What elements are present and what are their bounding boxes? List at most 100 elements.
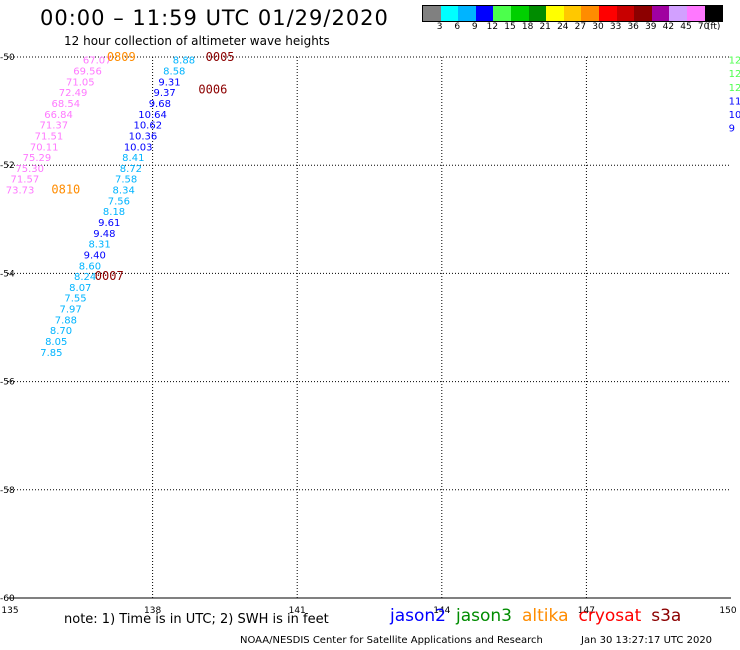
legend-swatch	[563, 6, 582, 21]
wave-height-label: 75.29	[23, 153, 52, 164]
wave-height-label: 7.88	[55, 315, 77, 326]
legend-swatch	[440, 6, 459, 21]
wave-height-label: 12	[729, 83, 740, 94]
wave-height-label: 71.51	[35, 131, 64, 142]
color-scale-legend	[422, 5, 724, 22]
legend-label: 70	[697, 22, 710, 32]
legend-label: 6	[454, 22, 461, 32]
wave-height-label: 7.85	[40, 348, 62, 359]
y-tick-label: -50	[0, 53, 15, 63]
wave-height-label: 67.07	[83, 56, 112, 67]
wave-height-label: 8.58	[163, 67, 185, 78]
legend-label: 21	[539, 22, 551, 32]
wave-height-label: 10.03	[124, 142, 153, 153]
wave-height-label: 12.	[729, 56, 740, 67]
legend-label: 36	[627, 22, 639, 32]
legend-label: 45	[680, 22, 692, 32]
legend-label: 24	[557, 22, 569, 32]
legend-label: 18	[521, 22, 534, 32]
wave-height-label: 8.88	[173, 56, 195, 67]
wave-height-label: 8.18	[103, 207, 125, 218]
wave-height-label: 9.48	[93, 229, 115, 240]
wave-height-label: 8.31	[88, 240, 110, 251]
wave-height-label: 9.68	[149, 99, 171, 110]
wave-height-label: 8.24	[74, 272, 96, 283]
legend-swatch	[598, 6, 617, 21]
wave-height-label: 71.37	[39, 121, 68, 132]
wave-height-label: 69.56	[73, 67, 102, 78]
legend-label: 39	[645, 22, 657, 32]
legend-swatch	[669, 6, 687, 21]
x-tick-label: 144	[433, 606, 450, 616]
wave-height-label: 10	[729, 110, 740, 121]
y-tick-label: -52	[0, 161, 15, 171]
x-tick-label: 147	[578, 606, 595, 616]
y-tick-label: -58	[0, 486, 15, 496]
legend-swatch	[616, 6, 635, 21]
wave-height-label: 8.07	[69, 283, 91, 294]
satellite-legend-item: cryosat	[578, 606, 642, 626]
credit-line: NOAA/NESDIS Center for Satellite Applica…	[240, 635, 543, 646]
wave-height-label: 71.57	[11, 175, 40, 186]
wave-height-label: 11	[729, 96, 740, 107]
wave-height-label: 8.70	[50, 326, 72, 337]
satellite-legend-item: altika	[522, 606, 569, 626]
legend-label: (ft)	[706, 22, 721, 32]
wave-height-label: 10.62	[133, 121, 162, 132]
wave-height-label: 8.34	[113, 186, 135, 197]
x-tick-label: 141	[289, 606, 306, 616]
wave-height-label: 70.11	[30, 142, 59, 153]
wave-height-label: 72.49	[59, 88, 88, 99]
legend-swatch	[458, 6, 476, 21]
legend-swatch	[581, 6, 599, 21]
wave-height-label: 9.37	[154, 88, 176, 99]
wave-height-label: 75.30	[15, 164, 44, 175]
legend-label: 15	[504, 22, 516, 32]
pass-time-label: 0006	[198, 82, 227, 96]
wave-height-label: 9.31	[158, 77, 180, 88]
wave-height-label: 8.60	[79, 261, 101, 272]
generation-timestamp: Jan 30 13:27:17 UTC 2020	[581, 635, 713, 646]
satellite-legend: jason2 jason3 altika cryosat s3a	[390, 606, 691, 626]
wave-height-label: 73.73	[6, 186, 35, 197]
satellite-legend-item: jason2	[390, 606, 446, 626]
wave-height-label: 9.61	[98, 218, 120, 229]
legend-swatch	[704, 6, 723, 21]
wave-height-label: 7.56	[108, 196, 130, 207]
legend-swatch	[634, 6, 652, 21]
legend-label: 42	[662, 22, 675, 32]
wave-height-label: 10.36	[129, 131, 158, 142]
wave-height-label: 9.40	[84, 250, 106, 261]
wave-height-label: 9	[729, 123, 735, 134]
wave-height-label: 7.55	[64, 294, 86, 305]
legend-swatch	[546, 6, 564, 21]
map-title: 00:00 – 11:59 UTC 01/29/2020	[40, 6, 389, 30]
y-tick-label: -54	[0, 269, 15, 279]
map-subtitle: 12 hour collection of altimeter wave hei…	[64, 34, 330, 48]
legend-swatch	[475, 6, 494, 21]
legend-swatch	[423, 6, 441, 21]
legend-label: 9	[471, 22, 478, 32]
wave-height-label: 7.58	[115, 175, 137, 186]
y-tick-label: -56	[0, 378, 15, 388]
wave-height-label: 12	[729, 69, 740, 80]
wave-height-label: 71.05	[66, 77, 95, 88]
legend-swatch	[493, 6, 511, 21]
wave-height-label: 8.05	[45, 337, 67, 348]
legend-swatch	[686, 6, 705, 21]
pass-time-label: 0005	[206, 50, 235, 64]
units-note: note: 1) Time is in UTC; 2) SWH is in fe…	[64, 612, 329, 627]
legend-label: 33	[609, 22, 622, 32]
wave-height-label: 7.97	[60, 305, 82, 316]
y-tick-label: -60	[0, 594, 15, 604]
wave-height-label: 10.64	[138, 110, 167, 121]
legend-label: 27	[574, 22, 587, 32]
legend-label: 30	[592, 22, 604, 32]
satellite-legend-item: s3a	[651, 606, 682, 626]
legend-swatch	[510, 6, 529, 21]
pass-time-label: 0809	[107, 50, 136, 64]
wave-height-label: 68.54	[52, 99, 81, 110]
x-tick-label: 135	[1, 606, 18, 616]
pass-time-label: 0810	[51, 183, 80, 197]
